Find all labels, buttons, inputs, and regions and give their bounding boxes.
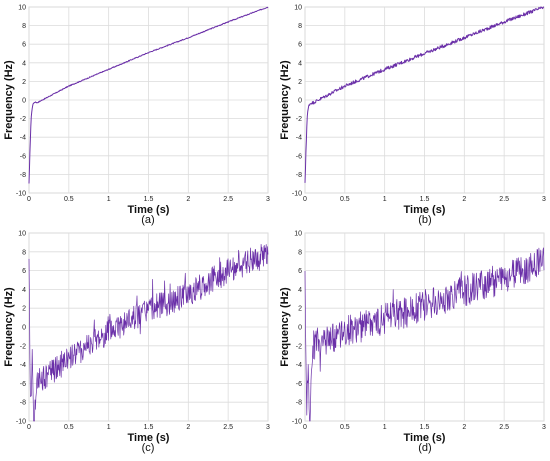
x-tick-label: 3 bbox=[542, 196, 546, 203]
y-tick-label: 6 bbox=[298, 42, 302, 49]
y-tick-label: -10 bbox=[16, 419, 26, 426]
y-tick-label: 10 bbox=[18, 5, 26, 12]
y-tick-label: 4 bbox=[298, 287, 302, 294]
chart-panel: 0 0.5 1 1.5 2 2.5 3 -10 -8 -6 -4 -2 0 2 4 6 8 10 Time (s) F… bbox=[3, 231, 270, 455]
y-tick-label: -6 bbox=[296, 153, 302, 160]
x-tick-label: 0.5 bbox=[64, 424, 74, 431]
y-tick-label: -6 bbox=[20, 153, 26, 160]
x-tick-label: 1 bbox=[107, 196, 111, 203]
y-tick-label: -6 bbox=[296, 381, 302, 388]
x-tick-label: 2.5 bbox=[499, 424, 509, 431]
y-tick-label: -2 bbox=[296, 343, 302, 350]
x-axis-label: Time (s) bbox=[128, 432, 170, 444]
x-tick-label: 1 bbox=[107, 424, 111, 431]
x-tick-label: 2.5 bbox=[499, 196, 509, 203]
x-tick-label: 3 bbox=[542, 424, 546, 431]
panel-caption: (c) bbox=[142, 442, 155, 454]
y-tick-label: 6 bbox=[298, 268, 302, 275]
y-tick-label: 10 bbox=[294, 5, 302, 12]
y-tick-label: -4 bbox=[296, 135, 302, 142]
y-tick-label: 2 bbox=[22, 79, 26, 86]
x-tick-label: 1.5 bbox=[420, 424, 430, 431]
y-tick-label: 0 bbox=[298, 98, 302, 105]
y-tick-label: 10 bbox=[18, 231, 26, 238]
y-tick-label: 0 bbox=[22, 325, 26, 332]
y-tick-label: 4 bbox=[22, 287, 26, 294]
x-tick-label: 0.5 bbox=[340, 424, 350, 431]
y-axis-label: Frequency (Hz) bbox=[279, 60, 291, 140]
x-tick-label: 2 bbox=[462, 196, 466, 203]
x-tick-label: 2 bbox=[186, 196, 190, 203]
x-tick-label: 1.5 bbox=[144, 196, 154, 203]
x-tick-label: 1.5 bbox=[144, 424, 154, 431]
y-tick-label: 0 bbox=[298, 325, 302, 332]
x-axis-label: Time (s) bbox=[404, 204, 446, 216]
x-axis-label: Time (s) bbox=[128, 204, 170, 216]
series-line bbox=[28, 244, 269, 422]
chart-panel: 0 0.5 1 1.5 2 2.5 3 -10 -8 -6 -4 -2 0 2 4 6 8 10 Time (s) F… bbox=[279, 231, 546, 455]
x-tick-label: 0 bbox=[27, 424, 31, 431]
y-axis-label: Frequency (Hz) bbox=[3, 60, 15, 140]
series-line bbox=[304, 247, 545, 422]
y-tick-label: 6 bbox=[22, 268, 26, 275]
chart-panel: 0 0.5 1 1.5 2 2.5 3 -10 -8 -6 -4 -2 0 2 4 6 8 10 Time (s) F… bbox=[3, 5, 270, 227]
y-tick-label: 4 bbox=[22, 60, 26, 67]
y-tick-label: 8 bbox=[22, 23, 26, 30]
x-axis-label: Time (s) bbox=[404, 432, 446, 444]
y-tick-label: 8 bbox=[298, 249, 302, 256]
y-tick-label: -6 bbox=[20, 381, 26, 388]
y-axis-label: Frequency (Hz) bbox=[3, 287, 15, 367]
x-tick-label: 3 bbox=[266, 424, 270, 431]
y-tick-label: 8 bbox=[298, 23, 302, 30]
panel-caption: (a) bbox=[141, 214, 154, 226]
x-tick-label: 0.5 bbox=[340, 196, 350, 203]
y-tick-label: 6 bbox=[22, 42, 26, 49]
y-tick-label: 2 bbox=[298, 306, 302, 313]
x-tick-label: 2 bbox=[186, 424, 190, 431]
y-tick-label: -4 bbox=[20, 362, 26, 369]
y-tick-label: -10 bbox=[292, 419, 302, 426]
y-tick-label: 0 bbox=[22, 98, 26, 105]
x-tick-label: 0.5 bbox=[64, 196, 74, 203]
series-line bbox=[304, 6, 544, 183]
panel-caption: (d) bbox=[418, 442, 431, 454]
x-tick-label: 1.5 bbox=[420, 196, 430, 203]
chart-panel: 0 0.5 1 1.5 2 2.5 3 -10 -8 -6 -4 -2 0 2 4 6 8 10 Time (s) F… bbox=[279, 5, 546, 227]
x-tick-label: 0 bbox=[303, 196, 307, 203]
x-tick-label: 0 bbox=[303, 424, 307, 431]
series-line bbox=[28, 6, 269, 184]
y-tick-label: -8 bbox=[296, 172, 302, 179]
y-tick-label: -2 bbox=[296, 116, 302, 123]
y-tick-label: -4 bbox=[20, 135, 26, 142]
x-tick-label: 2 bbox=[462, 424, 466, 431]
y-tick-label: 4 bbox=[298, 60, 302, 67]
x-tick-label: 2.5 bbox=[223, 424, 233, 431]
y-tick-label: -2 bbox=[20, 343, 26, 350]
x-tick-label: 1 bbox=[383, 196, 387, 203]
y-tick-label: -10 bbox=[16, 191, 26, 198]
y-tick-label: -8 bbox=[296, 400, 302, 407]
y-tick-label: -10 bbox=[292, 191, 302, 198]
y-tick-label: -4 bbox=[296, 362, 302, 369]
y-tick-label: -8 bbox=[20, 172, 26, 179]
y-tick-label: 2 bbox=[22, 306, 26, 313]
y-tick-label: 2 bbox=[298, 79, 302, 86]
y-tick-label: -2 bbox=[20, 116, 26, 123]
x-tick-label: 1 bbox=[383, 424, 387, 431]
y-tick-label: 10 bbox=[294, 231, 302, 238]
y-tick-label: 8 bbox=[22, 249, 26, 256]
y-tick-label: -8 bbox=[20, 400, 26, 407]
x-tick-label: 3 bbox=[266, 196, 270, 203]
y-axis-label: Frequency (Hz) bbox=[279, 287, 291, 367]
x-tick-label: 2.5 bbox=[223, 196, 233, 203]
x-tick-label: 0 bbox=[27, 196, 31, 203]
panel-caption: (b) bbox=[418, 214, 431, 226]
